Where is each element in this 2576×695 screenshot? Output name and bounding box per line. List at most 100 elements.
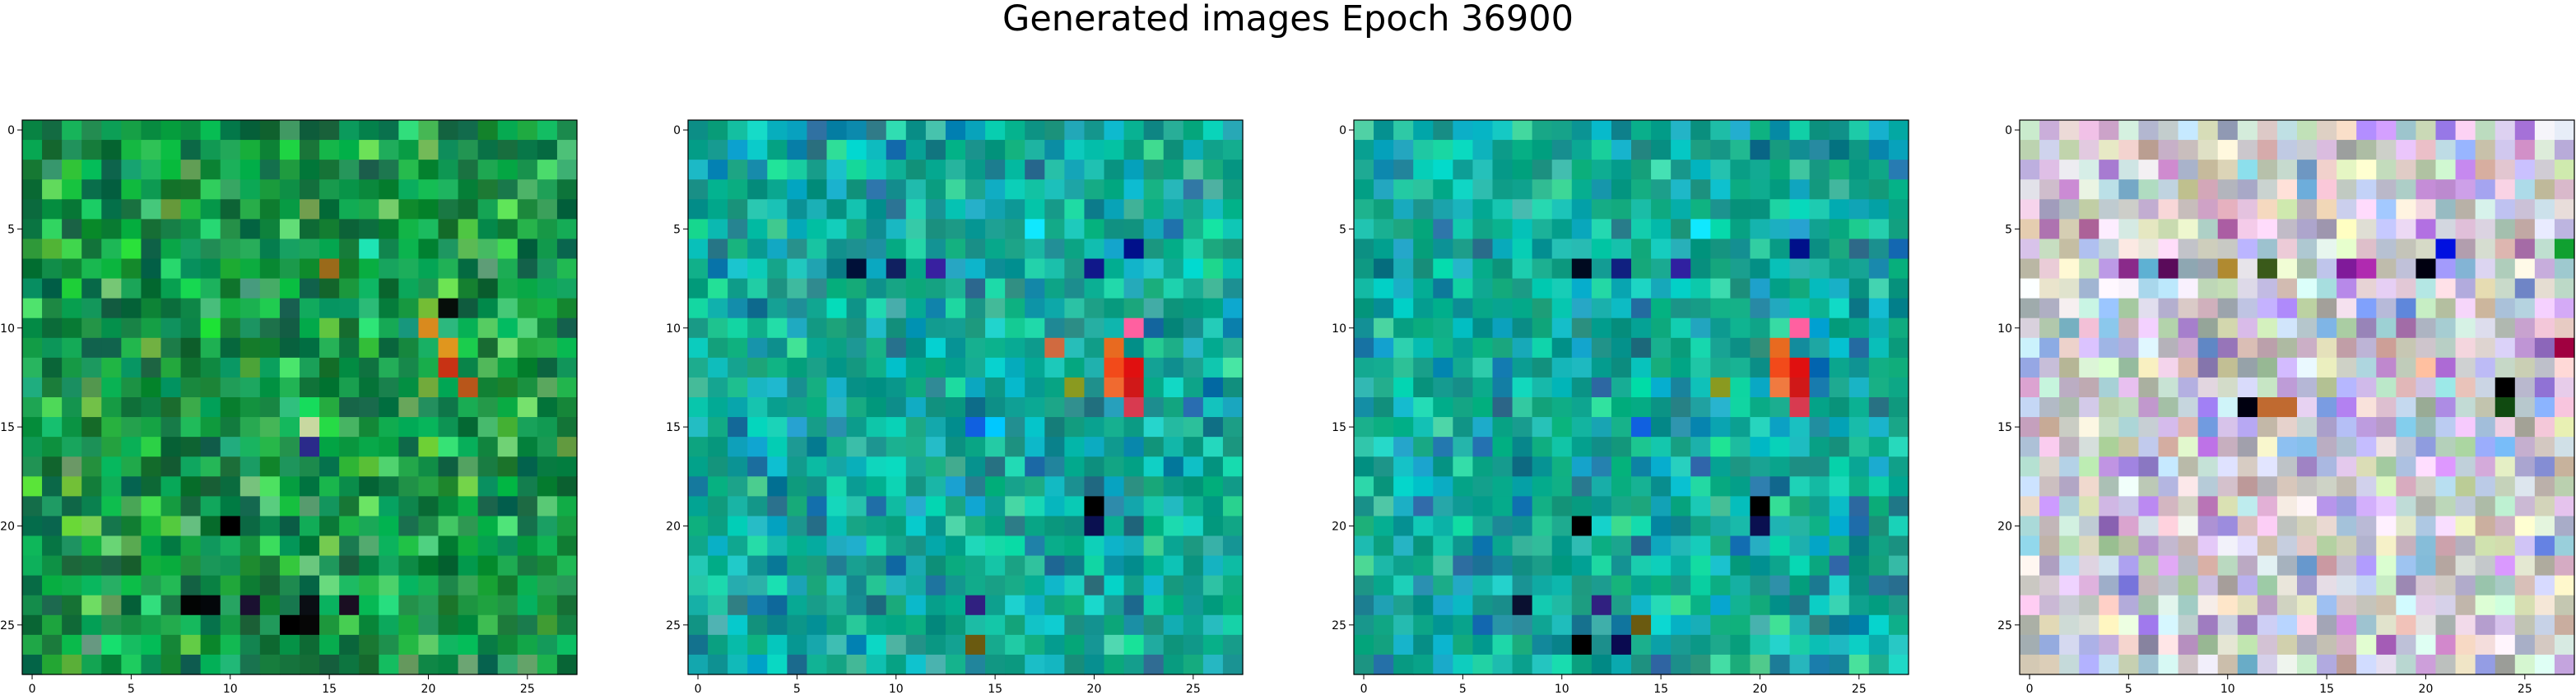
pixel-cell [2079,575,2099,596]
pixel-cell [239,476,261,497]
pixel-cell [1183,298,1204,319]
pixel-cell [985,595,1006,616]
pixel-cell [886,377,907,398]
pixel-cell [2237,239,2258,260]
pixel-cell [2435,160,2457,180]
pixel-cell [1651,357,1672,378]
pixel-cell [2455,278,2476,299]
pixel-cell [1809,634,1830,656]
pixel-cell [1868,298,1890,319]
x-tick-label: 5 [1459,683,1467,695]
pixel-cell [1868,417,1890,438]
pixel-cell [458,298,479,319]
pixel-cell [239,258,261,280]
pixel-cell [728,278,748,299]
pixel-cell [477,239,499,260]
pixel-cell [359,258,379,280]
pixel-cell [2495,575,2516,596]
pixel-cell [1769,437,1791,457]
pixel-cell [1651,555,1672,577]
pixel-cell [925,258,946,280]
pixel-cell [1413,654,1434,675]
pixel-cell [200,476,221,497]
pixel-cell [826,496,848,517]
pixel-cell [418,397,439,418]
pixel-cell [708,417,728,438]
pixel-cell [418,239,439,260]
axes-frame [1353,119,1909,675]
pixel-cell [2099,654,2119,675]
pixel-cell [101,437,122,457]
pixel-cell [2376,456,2397,477]
pixel-cell [1354,258,1374,280]
pixel-cell [319,179,340,200]
pixel-cell [398,456,420,477]
pixel-cell [438,555,459,577]
pixel-cell [398,496,420,517]
pixel-cell [866,456,887,477]
pixel-cell [1393,199,1414,220]
pixel-cell [458,140,479,160]
pixel-cell [2039,337,2060,359]
pixel-cell [1571,496,1593,517]
pixel-cell [2455,357,2476,378]
pixel-cell [180,634,202,656]
pixel-cell [2396,357,2417,378]
x-tick-label: 20 [2419,683,2434,695]
pixel-cell [2197,555,2219,577]
pixel-cell [1183,120,1204,141]
pixel-cell [747,575,768,596]
pixel-cell [42,298,63,319]
pixel-cell [1611,456,1632,477]
x-tick-label: 25 [2518,683,2532,695]
pixel-cell [81,654,102,675]
pixel-cell [2455,317,2476,339]
pixel-cell [319,516,340,537]
pixel-cell [2455,120,2476,141]
pixel-cell [1789,317,1811,339]
pixel-cell [62,140,82,160]
pixel-cell [1453,456,1474,477]
pixel-cell [517,298,538,319]
pixel-cell [1413,516,1434,537]
pixel-cell [787,377,808,398]
pixel-cell [1064,654,1086,675]
pixel-cell [1829,476,1850,497]
pixel-cell [160,239,182,260]
pixel-cell [2337,397,2357,418]
pixel-cell [2178,160,2199,180]
pixel-cell [1512,317,1533,339]
pixel-cell [2475,219,2496,240]
pixel-cell [1888,120,1909,141]
pixel-cell [160,357,182,378]
pixel-cell [259,397,281,418]
pixel-cell [180,239,202,260]
pixel-cell [2297,496,2318,517]
pixel-cell [2079,437,2099,457]
pixel-cell [379,179,399,200]
pixel-cell [339,199,360,220]
pixel-cell [259,179,281,200]
pixel-cell [418,634,439,656]
pixel-cell [1084,278,1105,299]
pixel-cell [279,239,300,260]
pixel-cell [945,199,966,220]
pixel-cell [1532,437,1553,457]
pixel-cell [1084,437,1105,457]
pixel-cell [418,417,439,438]
pixel-cell [81,535,102,557]
pixel-cell [905,317,927,339]
pixel-cell [846,456,867,477]
pixel-cell [1571,120,1593,141]
pixel-cell [1044,179,1065,200]
pixel-cell [1671,199,1691,220]
pixel-cell [1183,437,1204,457]
pixel-cell [2495,595,2516,616]
pixel-cell [160,476,182,497]
pixel-cell [1044,496,1065,517]
pixel-cell [81,397,102,418]
pixel-cell [1492,298,1514,319]
pixel-cell [846,555,867,577]
pixel-cell [1413,456,1434,477]
